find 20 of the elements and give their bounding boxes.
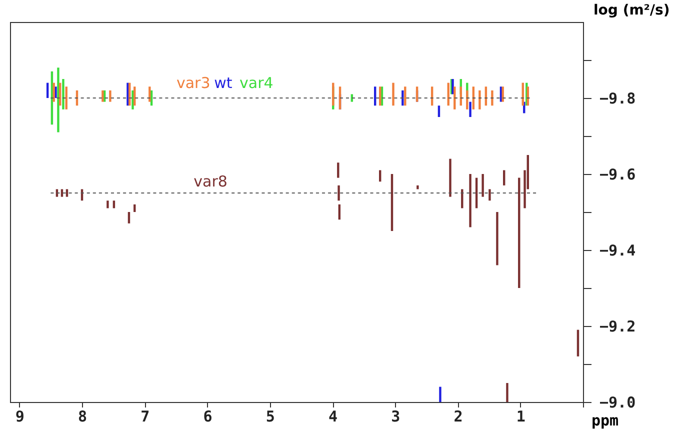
- y-tick-label: −9.2: [600, 318, 636, 336]
- x-tick-label: 6: [203, 408, 212, 426]
- x-tick-label: 2: [454, 408, 463, 426]
- x-tick-label: 4: [328, 408, 338, 426]
- text: wt: [214, 74, 232, 92]
- x-tick-label: 9: [15, 408, 24, 426]
- y-tick-label: −9.4: [600, 242, 636, 260]
- x-axis-title: ppm: [592, 412, 619, 430]
- y-tick-label: −9.6: [600, 166, 636, 184]
- x-tick-label: 7: [140, 408, 150, 426]
- text: var8: [194, 172, 228, 191]
- y-tick-label: −9.0: [600, 394, 636, 412]
- x-tick-label: 1: [516, 408, 526, 426]
- series-label: var3: [176, 74, 210, 92]
- y-axis-title: log (m²/s): [594, 2, 670, 18]
- x-tick-label: 8: [78, 408, 88, 426]
- text: var4: [240, 74, 274, 92]
- x-tick-label: 3: [391, 408, 400, 426]
- x-tick-label: 5: [266, 408, 275, 426]
- y-tick-label: −9.8: [600, 90, 636, 108]
